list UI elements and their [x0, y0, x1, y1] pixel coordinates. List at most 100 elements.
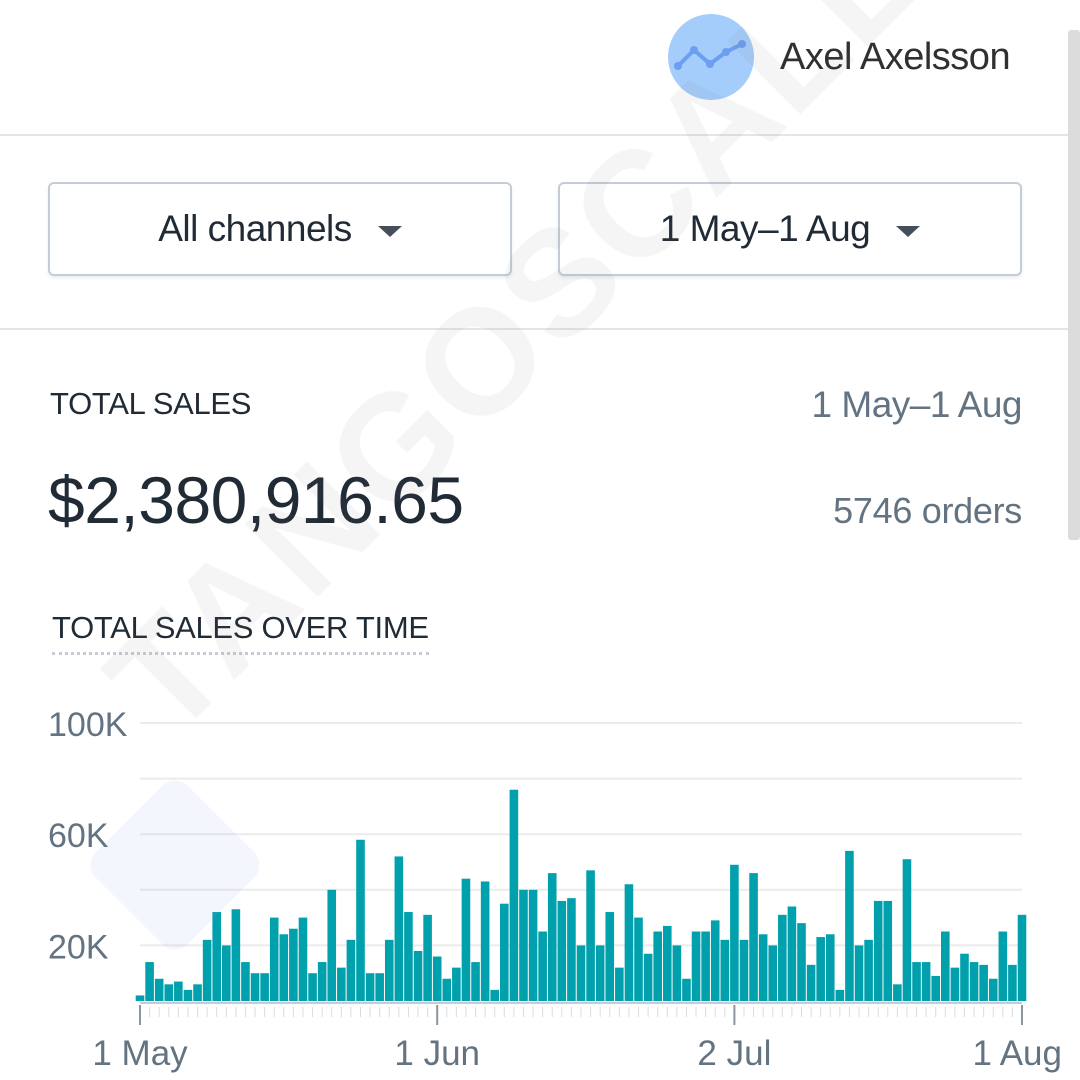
sales-bar	[289, 928, 298, 1001]
user-name[interactable]: Axel Axelsson	[780, 36, 1011, 78]
filter-bar: All channels 1 May–1 Aug	[0, 136, 1068, 330]
sales-bar	[710, 920, 720, 1001]
sales-bar	[941, 931, 950, 1001]
sales-bar	[576, 945, 586, 1001]
sales-bar	[221, 945, 231, 1001]
sales-bar	[471, 962, 480, 1001]
sales-bar	[586, 870, 595, 1001]
date-range-select-label: 1 May–1 Aug	[659, 208, 871, 249]
sales-bar	[423, 914, 432, 1001]
sales-bar	[432, 956, 442, 1001]
total-sales-value: $2,380,916.65	[48, 463, 464, 537]
sales-bar	[298, 917, 308, 1001]
sales-bar	[480, 881, 490, 1001]
sales-bar	[921, 962, 931, 1001]
sales-bar	[749, 873, 758, 1001]
sales-bar	[250, 973, 260, 1001]
avatar[interactable]	[668, 14, 754, 100]
sales-bar	[682, 978, 691, 1001]
caret-down-icon	[377, 225, 402, 237]
sales-bar	[404, 912, 413, 1001]
scrollbar[interactable]	[1068, 30, 1080, 540]
sales-bar	[260, 973, 269, 1001]
sales-bar	[394, 856, 404, 1001]
sales-bar	[969, 962, 979, 1001]
chart-title[interactable]: TOTAL SALES OVER TIME	[52, 610, 429, 655]
sales-bar	[337, 967, 346, 1001]
order-count: 5746 orders	[833, 490, 1022, 531]
sales-bar	[854, 945, 864, 1001]
sales-bar	[595, 945, 605, 1001]
sales-bar	[164, 984, 174, 1001]
date-range-select[interactable]: 1 May–1 Aug	[558, 182, 1022, 276]
sales-bar	[154, 978, 164, 1001]
sales-bar	[135, 995, 145, 1001]
sales-bar	[730, 864, 739, 1001]
sales-bar	[174, 981, 183, 1001]
sales-bar	[864, 939, 873, 1001]
sales-bar	[317, 962, 327, 1001]
sales-bar	[797, 923, 806, 1001]
sales-bar	[461, 878, 471, 1001]
sales-bar	[979, 964, 988, 1001]
sales-bar	[413, 950, 423, 1001]
line-chart-icon	[674, 40, 746, 70]
sales-bar	[183, 989, 193, 1001]
sales-bar	[662, 925, 672, 1001]
sales-bar	[653, 931, 662, 1001]
sales-bar	[279, 934, 289, 1001]
sales-bar	[605, 912, 615, 1001]
sales-bar	[528, 889, 538, 1001]
sales-bar	[988, 978, 998, 1001]
sales-bar	[672, 945, 682, 1001]
sales-bar	[845, 850, 854, 1001]
sales-bar	[902, 859, 912, 1001]
y-tick-label: 20K	[48, 928, 109, 966]
sales-bar	[950, 967, 960, 1001]
sales-bar	[193, 984, 202, 1001]
sales-bar	[519, 889, 528, 1001]
sales-bar	[212, 912, 221, 1001]
sales-bar	[231, 909, 241, 1001]
sales-bar	[1008, 964, 1017, 1001]
sales-bar	[893, 984, 902, 1001]
sales-bar	[547, 873, 557, 1001]
sales-bar	[816, 937, 825, 1001]
sales-bar	[375, 973, 384, 1001]
x-tick-label: 2 Jul	[697, 1034, 771, 1073]
total-sales-label: TOTAL SALES	[50, 386, 252, 421]
sales-bar	[452, 967, 461, 1001]
sales-bar	[308, 973, 317, 1001]
sales-bar	[615, 967, 624, 1001]
sales-bar	[145, 962, 154, 1001]
sales-bar	[873, 900, 883, 1001]
sales-bar	[567, 898, 576, 1001]
sales-bar	[327, 889, 337, 1001]
caret-down-icon	[896, 225, 921, 237]
x-tick-label: 1 Aug	[972, 1034, 1062, 1073]
sales-bar	[768, 945, 778, 1001]
sales-bar	[634, 917, 643, 1001]
sales-bar	[384, 939, 394, 1001]
sales-bar	[365, 973, 375, 1001]
sales-bar	[931, 975, 941, 1001]
sales-bar	[835, 989, 845, 1001]
sales-bar	[806, 964, 816, 1001]
sales-bar	[241, 962, 250, 1001]
sales-bar	[691, 931, 701, 1001]
sales-bar	[538, 931, 547, 1001]
sales-bar	[778, 914, 787, 1001]
sales-bar	[883, 900, 893, 1001]
x-tick-label: 1 May	[92, 1034, 188, 1073]
sales-bar	[720, 939, 730, 1001]
channel-select-label: All channels	[158, 208, 352, 249]
sales-bar	[624, 884, 634, 1001]
sales-bar	[500, 903, 509, 1001]
sales-bar	[202, 939, 212, 1001]
sales-bar	[701, 931, 710, 1001]
channel-select[interactable]: All channels	[48, 182, 512, 276]
sales-bar	[509, 789, 519, 1001]
y-tick-label: 60K	[48, 817, 109, 855]
sales-bar	[912, 962, 921, 1001]
y-tick-label: 100K	[48, 706, 128, 744]
